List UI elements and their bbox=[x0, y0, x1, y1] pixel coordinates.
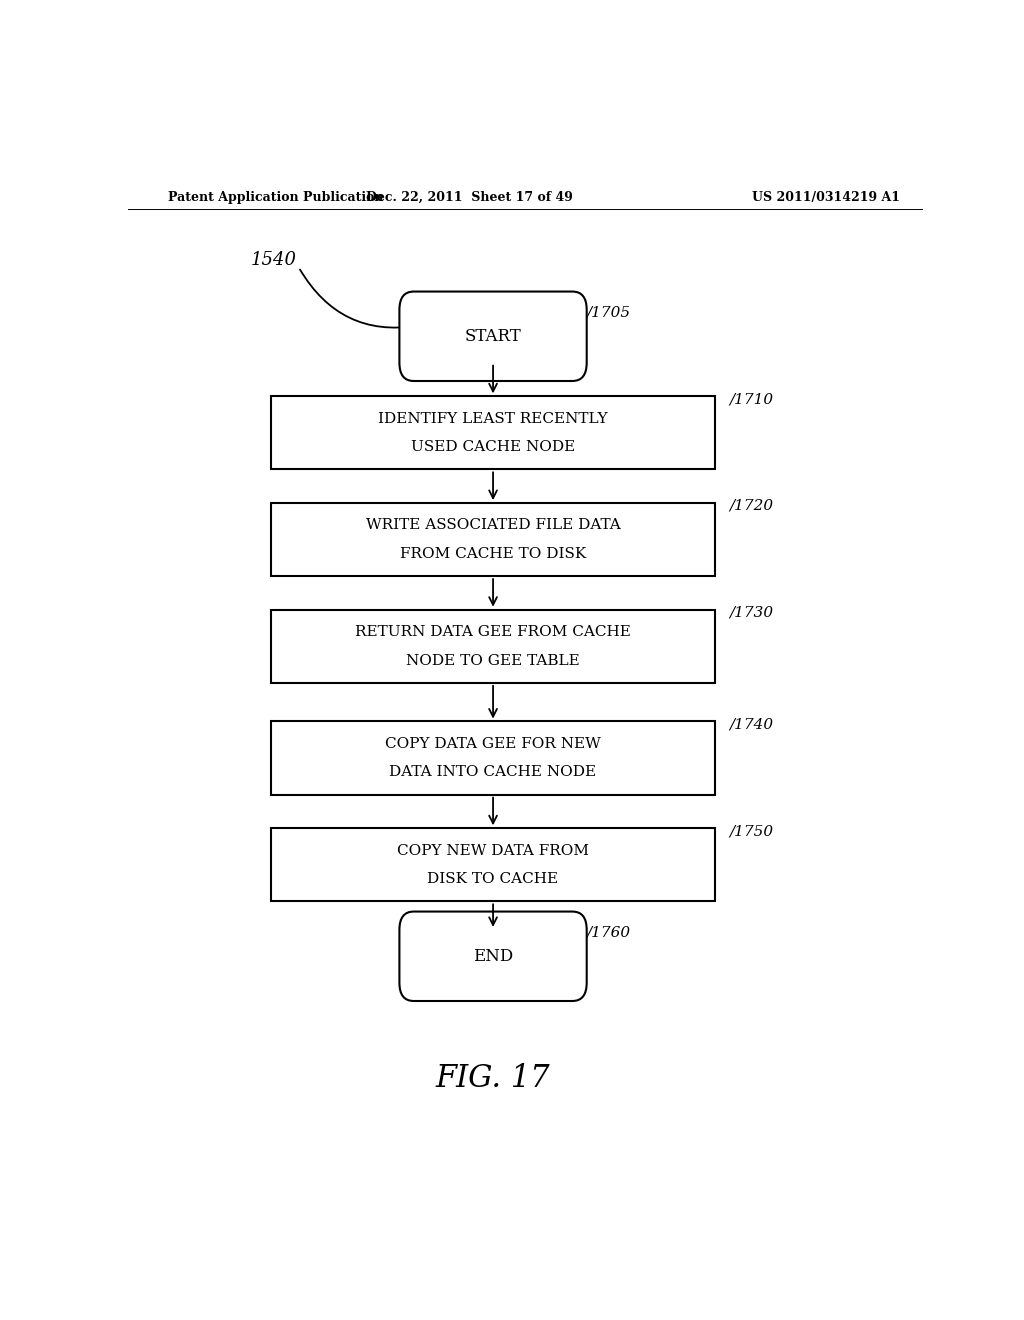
Text: Dec. 22, 2011  Sheet 17 of 49: Dec. 22, 2011 Sheet 17 of 49 bbox=[366, 190, 572, 203]
Bar bbox=[270, 722, 715, 795]
Bar bbox=[270, 503, 715, 576]
FancyBboxPatch shape bbox=[399, 292, 587, 381]
Text: START: START bbox=[465, 327, 521, 345]
Text: END: END bbox=[473, 948, 513, 965]
Text: COPY NEW DATA FROM: COPY NEW DATA FROM bbox=[397, 843, 589, 858]
Text: US 2011/0314219 A1: US 2011/0314219 A1 bbox=[753, 190, 900, 203]
Text: /1740: /1740 bbox=[729, 718, 774, 731]
Text: DISK TO CACHE: DISK TO CACHE bbox=[427, 873, 559, 886]
Text: /1720: /1720 bbox=[729, 499, 774, 513]
FancyBboxPatch shape bbox=[399, 912, 587, 1001]
Text: FROM CACHE TO DISK: FROM CACHE TO DISK bbox=[400, 546, 586, 561]
Text: /1705: /1705 bbox=[587, 306, 631, 319]
Text: RETURN DATA GEE FROM CACHE: RETURN DATA GEE FROM CACHE bbox=[355, 626, 631, 639]
Text: FIG. 17: FIG. 17 bbox=[436, 1063, 550, 1094]
Text: /1760: /1760 bbox=[587, 925, 631, 940]
Text: COPY DATA GEE FOR NEW: COPY DATA GEE FOR NEW bbox=[385, 737, 601, 751]
Text: USED CACHE NODE: USED CACHE NODE bbox=[411, 440, 575, 454]
Text: DATA INTO CACHE NODE: DATA INTO CACHE NODE bbox=[389, 766, 597, 779]
Text: Patent Application Publication: Patent Application Publication bbox=[168, 190, 383, 203]
Bar bbox=[270, 610, 715, 682]
Text: /1710: /1710 bbox=[729, 392, 774, 407]
Text: WRITE ASSOCIATED FILE DATA: WRITE ASSOCIATED FILE DATA bbox=[366, 519, 621, 532]
Bar bbox=[270, 396, 715, 470]
Text: 1540: 1540 bbox=[251, 251, 297, 269]
Text: /1750: /1750 bbox=[729, 824, 774, 838]
Bar bbox=[270, 828, 715, 902]
Text: /1730: /1730 bbox=[729, 606, 774, 619]
Text: NODE TO GEE TABLE: NODE TO GEE TABLE bbox=[407, 653, 580, 668]
Text: IDENTIFY LEAST RECENTLY: IDENTIFY LEAST RECENTLY bbox=[378, 412, 608, 425]
